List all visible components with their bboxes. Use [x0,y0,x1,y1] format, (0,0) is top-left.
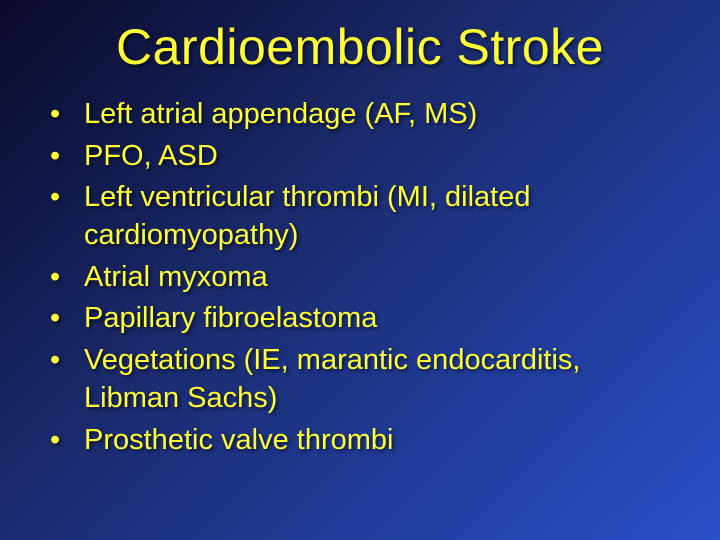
slide-title: Cardioembolic Stroke [40,18,680,76]
list-item: PFO, ASD [50,138,680,176]
list-item: Prosthetic valve thrombi [50,422,680,460]
list-item: Left ventricular thrombi (MI, dilated ca… [50,179,680,254]
slide: Cardioembolic Stroke Left atrial appenda… [0,0,720,540]
list-item: Papillary fibroelastoma [50,300,680,338]
list-item: Left atrial appendage (AF, MS) [50,96,680,134]
list-item: Vegetations (IE, marantic endocarditis, … [50,342,680,417]
bullet-list: Left atrial appendage (AF, MS) PFO, ASD … [40,96,680,459]
list-item: Atrial myxoma [50,259,680,297]
